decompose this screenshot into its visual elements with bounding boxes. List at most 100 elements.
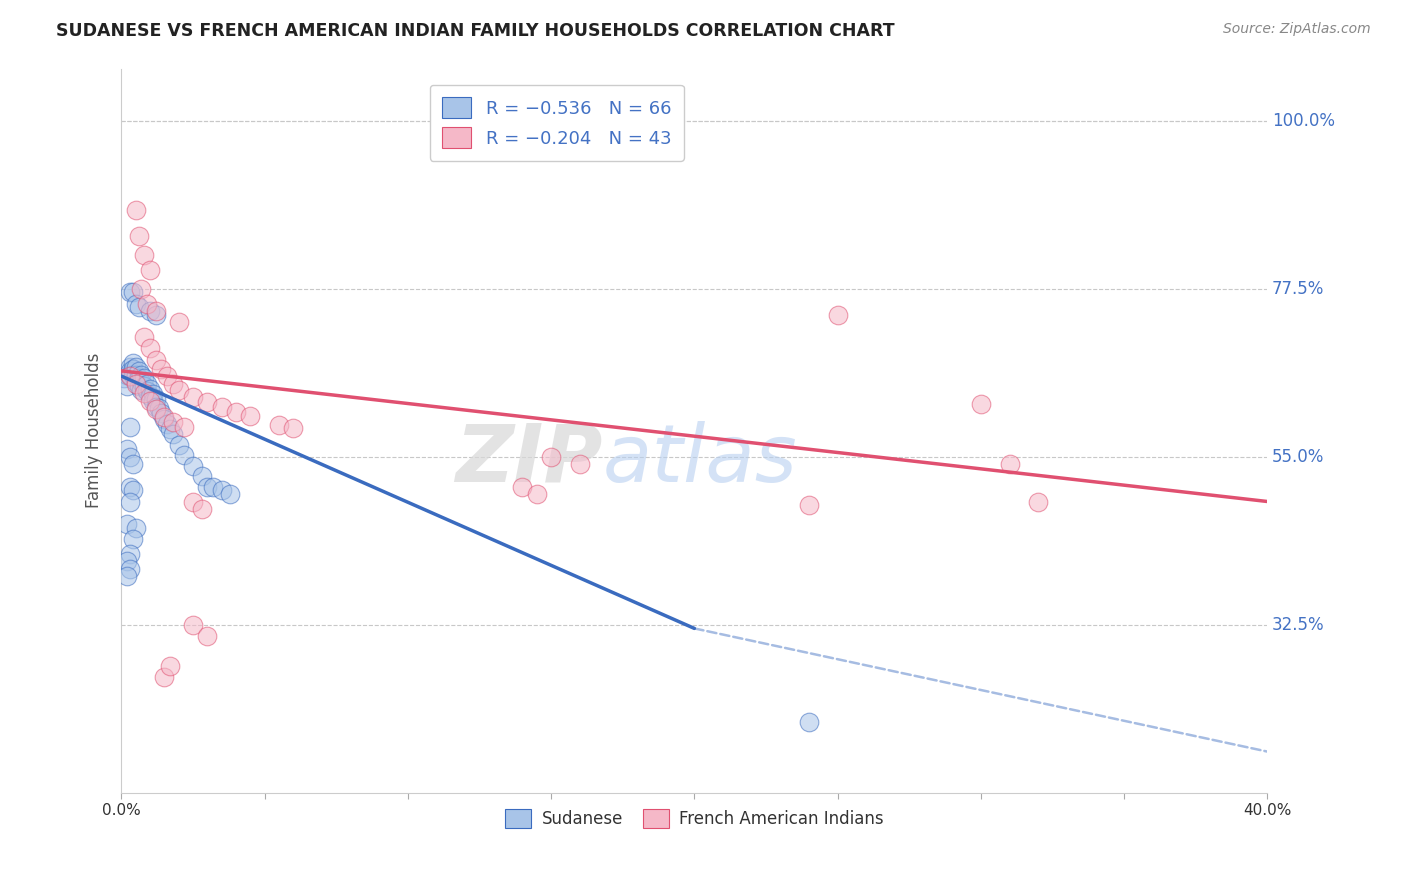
Point	[115, 516, 138, 531]
Point	[526, 487, 548, 501]
Text: 100.0%: 100.0%	[1272, 112, 1334, 129]
Point	[115, 569, 138, 583]
Point	[115, 368, 138, 382]
Point	[136, 296, 159, 310]
Point	[153, 411, 176, 425]
Point	[150, 406, 173, 420]
Point	[145, 400, 167, 414]
Point	[173, 448, 195, 462]
Point	[128, 229, 150, 244]
Point	[121, 356, 143, 370]
Point	[118, 369, 141, 384]
Point	[128, 379, 150, 393]
Point	[118, 562, 141, 576]
Point	[131, 368, 153, 382]
Text: ZIP: ZIP	[456, 420, 603, 499]
Point	[125, 203, 148, 218]
Text: Source: ZipAtlas.com: Source: ZipAtlas.com	[1223, 22, 1371, 37]
Point	[131, 383, 153, 397]
Point	[118, 494, 141, 508]
Point	[128, 371, 150, 385]
Text: 55.0%: 55.0%	[1272, 448, 1324, 466]
Point	[173, 420, 195, 434]
Legend: Sudanese, French American Indians: Sudanese, French American Indians	[498, 803, 891, 835]
Point	[136, 376, 159, 391]
Point	[118, 364, 141, 378]
Text: atlas: atlas	[603, 420, 797, 499]
Point	[145, 401, 167, 416]
Point	[998, 457, 1021, 471]
Text: 32.5%: 32.5%	[1272, 615, 1324, 633]
Point	[139, 342, 162, 356]
Point	[125, 521, 148, 535]
Point	[139, 389, 162, 403]
Point	[115, 554, 138, 568]
Point	[219, 487, 242, 501]
Point	[121, 368, 143, 382]
Point	[118, 547, 141, 561]
Point	[118, 285, 141, 300]
Point	[139, 394, 162, 409]
Point	[121, 361, 143, 376]
Point	[136, 384, 159, 398]
Point	[142, 387, 165, 401]
Point	[162, 416, 184, 430]
Point	[121, 285, 143, 300]
Point	[195, 479, 218, 493]
Point	[128, 301, 150, 315]
Point	[159, 658, 181, 673]
Point	[134, 248, 156, 262]
Point	[118, 479, 141, 493]
Point	[125, 360, 148, 375]
Point	[162, 427, 184, 442]
Point	[145, 304, 167, 318]
Point	[145, 392, 167, 407]
Point	[115, 379, 138, 393]
Point	[118, 368, 141, 382]
Point	[139, 263, 162, 277]
Point	[181, 458, 204, 473]
Point	[211, 483, 233, 498]
Point	[162, 376, 184, 391]
Point	[145, 308, 167, 322]
Point	[121, 483, 143, 498]
Point	[167, 383, 190, 397]
Point	[125, 376, 148, 391]
Point	[267, 418, 290, 433]
Point	[125, 368, 148, 382]
Point	[202, 479, 225, 493]
Point	[150, 361, 173, 376]
Point	[118, 450, 141, 464]
Point	[153, 410, 176, 425]
Point	[156, 369, 179, 384]
Point	[139, 304, 162, 318]
Point	[145, 352, 167, 367]
Point	[148, 401, 170, 416]
Point	[115, 442, 138, 457]
Point	[181, 494, 204, 508]
Text: SUDANESE VS FRENCH AMERICAN INDIAN FAMILY HOUSEHOLDS CORRELATION CHART: SUDANESE VS FRENCH AMERICAN INDIAN FAMIL…	[56, 22, 894, 40]
Point	[131, 282, 153, 296]
Point	[134, 371, 156, 385]
Point	[125, 375, 148, 389]
Point	[121, 457, 143, 471]
Point	[211, 401, 233, 415]
Point	[797, 498, 820, 512]
Point	[167, 438, 190, 452]
Point	[134, 386, 156, 401]
Y-axis label: Family Households: Family Households	[86, 353, 103, 508]
Point	[797, 714, 820, 729]
Point	[112, 371, 135, 385]
Point	[195, 395, 218, 409]
Point	[118, 360, 141, 375]
Point	[190, 502, 212, 516]
Point	[125, 296, 148, 310]
Point	[540, 450, 562, 464]
Point	[190, 469, 212, 483]
Point	[142, 394, 165, 409]
Point	[512, 479, 534, 493]
Point	[568, 457, 591, 471]
Point	[225, 405, 247, 419]
Point	[167, 315, 190, 329]
Point	[195, 629, 218, 643]
